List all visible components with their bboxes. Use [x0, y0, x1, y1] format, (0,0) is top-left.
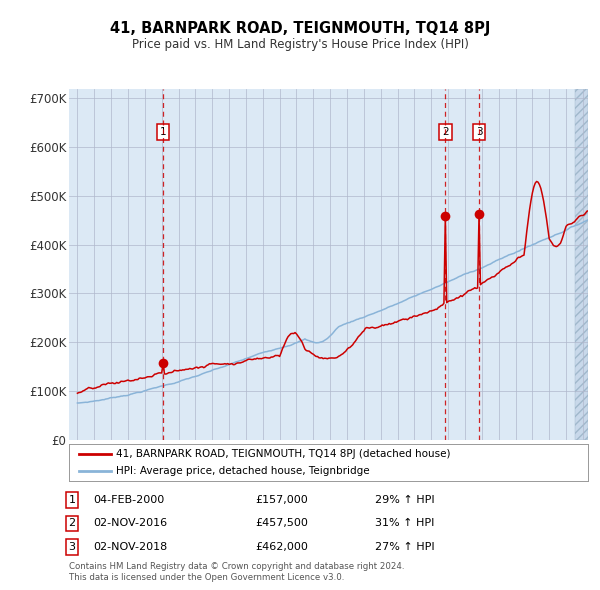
Text: 3: 3: [476, 127, 482, 137]
Text: £157,000: £157,000: [255, 495, 308, 504]
Text: 1: 1: [160, 127, 166, 137]
Text: 2: 2: [442, 127, 449, 137]
Text: 31% ↑ HPI: 31% ↑ HPI: [375, 519, 434, 528]
Text: 02-NOV-2018: 02-NOV-2018: [93, 542, 167, 552]
Text: 3: 3: [68, 542, 76, 552]
Text: 27% ↑ HPI: 27% ↑ HPI: [375, 542, 434, 552]
Text: Price paid vs. HM Land Registry's House Price Index (HPI): Price paid vs. HM Land Registry's House …: [131, 38, 469, 51]
Text: 41, BARNPARK ROAD, TEIGNMOUTH, TQ14 8PJ (detached house): 41, BARNPARK ROAD, TEIGNMOUTH, TQ14 8PJ …: [116, 449, 450, 458]
Text: 2: 2: [68, 519, 76, 528]
Text: 41, BARNPARK ROAD, TEIGNMOUTH, TQ14 8PJ: 41, BARNPARK ROAD, TEIGNMOUTH, TQ14 8PJ: [110, 21, 490, 35]
Text: 04-FEB-2000: 04-FEB-2000: [93, 495, 164, 504]
Text: £462,000: £462,000: [255, 542, 308, 552]
Text: 02-NOV-2016: 02-NOV-2016: [93, 519, 167, 528]
Text: £457,500: £457,500: [255, 519, 308, 528]
Text: 1: 1: [68, 495, 76, 504]
Text: Contains HM Land Registry data © Crown copyright and database right 2024.
This d: Contains HM Land Registry data © Crown c…: [69, 562, 404, 582]
Bar: [575, 88, 588, 440]
Text: HPI: Average price, detached house, Teignbridge: HPI: Average price, detached house, Teig…: [116, 466, 370, 476]
Text: 29% ↑ HPI: 29% ↑ HPI: [375, 495, 434, 504]
